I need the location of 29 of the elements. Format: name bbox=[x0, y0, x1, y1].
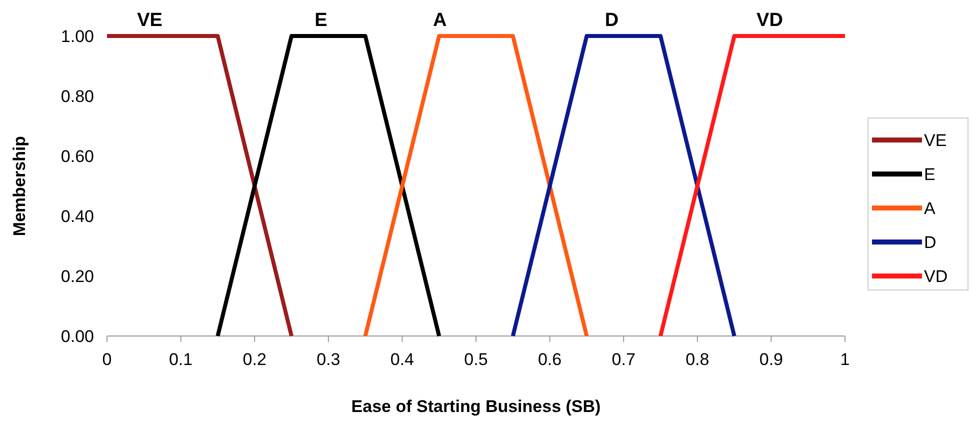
x-tick-label: 0.5 bbox=[464, 350, 488, 369]
x-tick-label: 0.7 bbox=[612, 350, 636, 369]
x-tick-label: 0.3 bbox=[316, 350, 340, 369]
annotation: D bbox=[604, 10, 619, 31]
annotation: E bbox=[314, 10, 328, 31]
x-tick-label: 0.6 bbox=[538, 350, 562, 369]
x-axis-title: Ease of Starting Business (SB) bbox=[351, 397, 601, 416]
annotation: VD bbox=[756, 10, 783, 31]
x-tick-label: 0.9 bbox=[759, 350, 784, 369]
legend-label: VD bbox=[924, 267, 948, 286]
y-tick-label: 0.80 bbox=[60, 87, 94, 106]
legend-label: D bbox=[924, 233, 936, 252]
x-tick-label: 0.1 bbox=[168, 350, 193, 369]
y-tick-label: 0.20 bbox=[60, 267, 94, 286]
legend-label: A bbox=[924, 199, 936, 218]
x-tick-label: 0 bbox=[102, 350, 112, 369]
y-tick-label: 0.60 bbox=[60, 147, 94, 166]
x-tick-label: 0.4 bbox=[390, 350, 414, 369]
x-tick-label: 0.8 bbox=[686, 350, 710, 369]
annotation: A bbox=[432, 10, 447, 31]
y-tick-label: 0.40 bbox=[60, 207, 94, 226]
x-tick-label: 1 bbox=[840, 350, 850, 369]
x-tick-label: 0.2 bbox=[242, 350, 266, 369]
y-tick-label: 1.00 bbox=[60, 27, 94, 46]
legend-label: VE bbox=[924, 131, 947, 150]
y-axis-title: Membership bbox=[10, 136, 29, 236]
annotation: VE bbox=[137, 10, 162, 31]
y-tick-label: 0.00 bbox=[60, 327, 94, 346]
legend-label: E bbox=[924, 165, 936, 184]
